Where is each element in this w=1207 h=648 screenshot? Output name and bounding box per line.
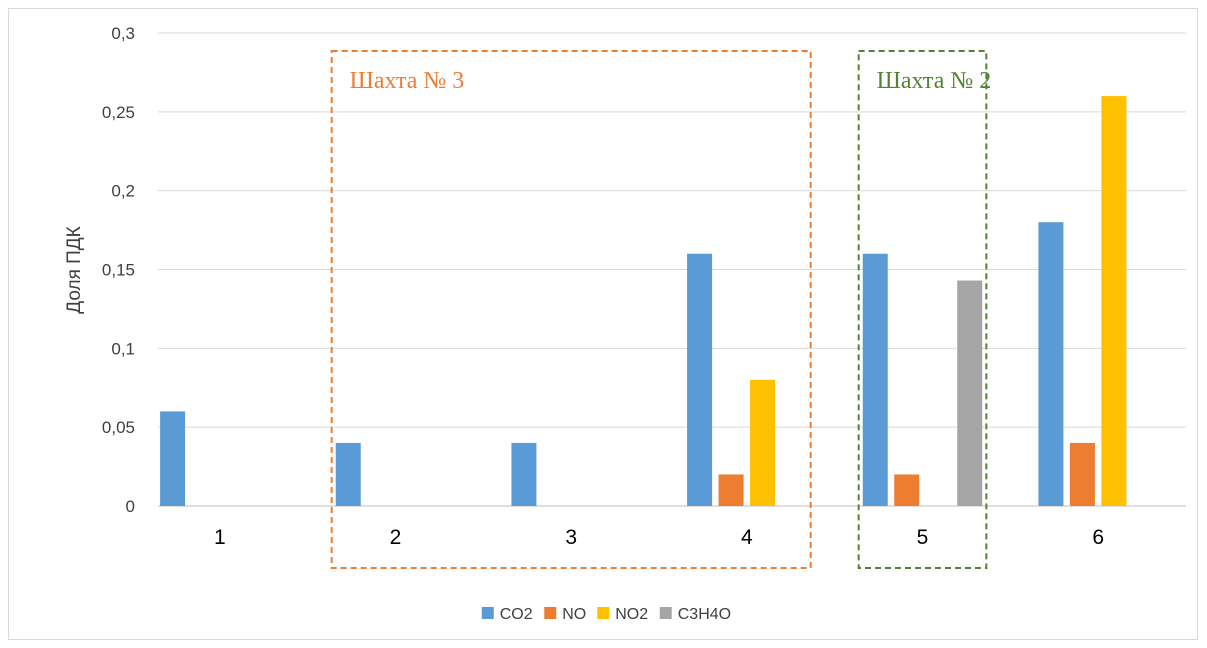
bars (160, 96, 1127, 507)
gridlines (158, 32, 1186, 507)
x-category-label: 5 (917, 526, 929, 549)
bar-co2-5 (862, 253, 888, 506)
y-tick-label: 0,2 (111, 182, 135, 201)
legend-swatch-co2 (481, 607, 494, 619)
bar-co2-2 (335, 442, 361, 506)
bar-no2-6 (1101, 96, 1127, 507)
bar-co2-3 (511, 442, 537, 506)
x-category-label: 6 (1092, 526, 1104, 549)
bar-no-4 (718, 474, 744, 506)
legend-swatch-no (544, 607, 557, 619)
chart-frame (8, 8, 1198, 640)
group-box (330, 50, 812, 569)
legend-swatch-c3h4o (659, 607, 672, 619)
group-annotations: Шахта № 3 Шахта № 2 (330, 50, 992, 569)
x-axis-categories: 1 2 3 4 5 6 (214, 526, 1104, 549)
bar-no-6 (1069, 442, 1095, 506)
bar-c3h4o-5 (957, 280, 983, 506)
legend-label: CO2 (500, 606, 533, 623)
x-category-label: 2 (390, 526, 402, 549)
bar-no-5 (894, 474, 920, 506)
legend-swatch-no2 (597, 607, 610, 619)
group-label: Шахта № 2 (877, 68, 992, 94)
bar-co2-6 (1038, 222, 1064, 506)
bar-co2-1 (160, 411, 186, 506)
x-category-label: 3 (565, 526, 577, 549)
legend: CO2 NO NO2 C3H4O (481, 606, 731, 623)
y-tick-label: 0,3 (111, 24, 135, 43)
legend-label: NO2 (615, 606, 648, 623)
legend-label: NO (562, 606, 586, 623)
y-tick-label: 0 (126, 497, 135, 516)
y-axis-ticks: 0 0,05 0,1 0,15 0,2 0,25 0,3 (102, 24, 135, 516)
x-category-label: 4 (741, 526, 753, 549)
x-category-label: 1 (214, 526, 226, 549)
legend-label: C3H4O (678, 606, 731, 623)
y-tick-label: 0,1 (111, 339, 135, 358)
y-tick-label: 0,15 (102, 261, 135, 280)
group-label: Шахта № 3 (350, 68, 465, 94)
y-tick-label: 0,05 (102, 418, 135, 437)
y-axis-label: Доля ПДК (64, 226, 85, 313)
bar-co2-4 (687, 253, 713, 506)
group-box (857, 50, 988, 569)
bar-no2-4 (750, 379, 776, 506)
y-tick-label: 0,25 (102, 103, 135, 122)
